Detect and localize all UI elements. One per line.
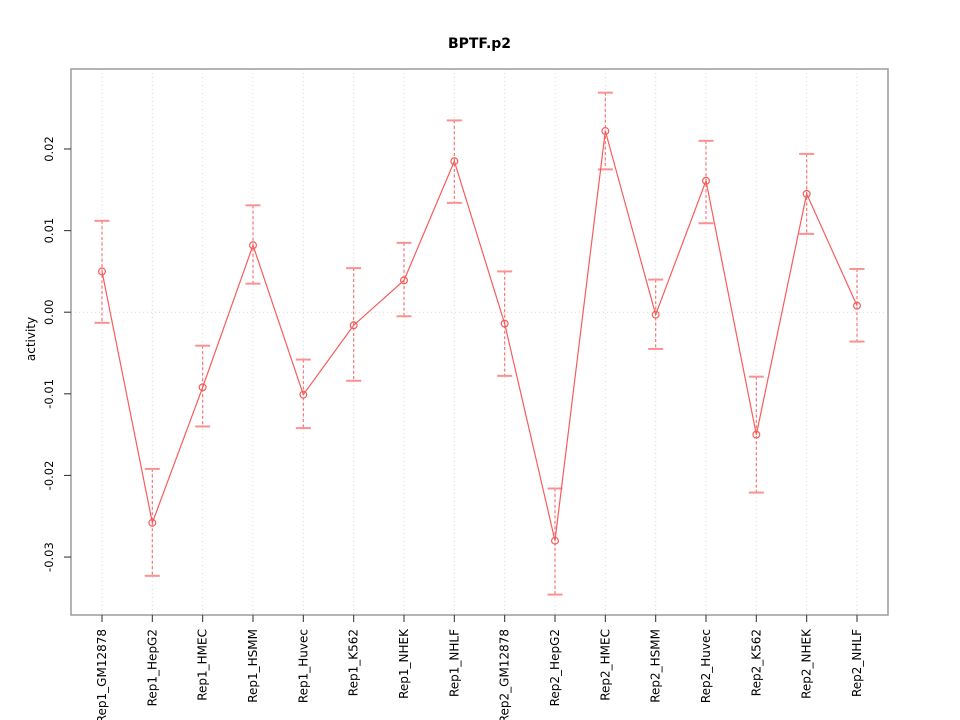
x-tick-label: Rep2_NHLF [850,629,864,697]
data-point [500,319,509,328]
x-tick-label: Rep2_NHEK [800,628,814,699]
data-point [400,276,409,285]
y-tick-label: -0.03 [42,542,56,572]
x-tick-label: Rep2_GM12878 [498,629,512,720]
x-tick-label: Rep2_K562 [749,629,763,696]
data-point [450,157,459,166]
y-tick-label: -0.02 [42,461,56,491]
x-tick-label: Rep1_HMEC [196,629,210,701]
x-tick-label: Rep1_NHEK [397,628,411,699]
data-point [802,189,811,198]
data-point [249,241,258,250]
data-point [198,383,207,392]
data-point [651,310,660,319]
x-tick-label: Rep1_GM12878 [95,629,109,720]
y-tick-label: -0.01 [42,379,56,409]
x-tick-label: Rep1_NHLF [447,629,461,697]
x-tick-label: Rep2_HMEC [598,629,612,701]
data-point [601,127,610,136]
y-tick-label: 0.02 [42,136,56,162]
data-point [97,267,106,276]
data-point [550,536,559,545]
data-point [852,301,861,310]
chart-title: BPTF.p2 [447,36,512,52]
x-tick-label: Rep1_HepG2 [145,629,159,706]
data-point [752,430,761,439]
x-tick-label: Rep2_HepG2 [548,629,562,706]
data-point [349,321,358,330]
y-tick-label: 0.00 [42,299,56,325]
data-point [299,390,308,399]
data-point [148,518,157,527]
x-tick-label: Rep1_HSMM [246,629,260,703]
data-line [101,130,858,541]
x-tick-label: Rep2_Huvec [699,629,713,703]
y-tick-label: 0.01 [42,218,56,244]
data-point [701,176,710,185]
x-tick-label: Rep2_HSMM [649,629,663,703]
y-axis-label: activity [24,316,38,362]
x-tick-label: Rep1_K562 [347,629,361,696]
plot-border [70,68,889,616]
x-tick-label: Rep1_Huvec [296,629,310,703]
